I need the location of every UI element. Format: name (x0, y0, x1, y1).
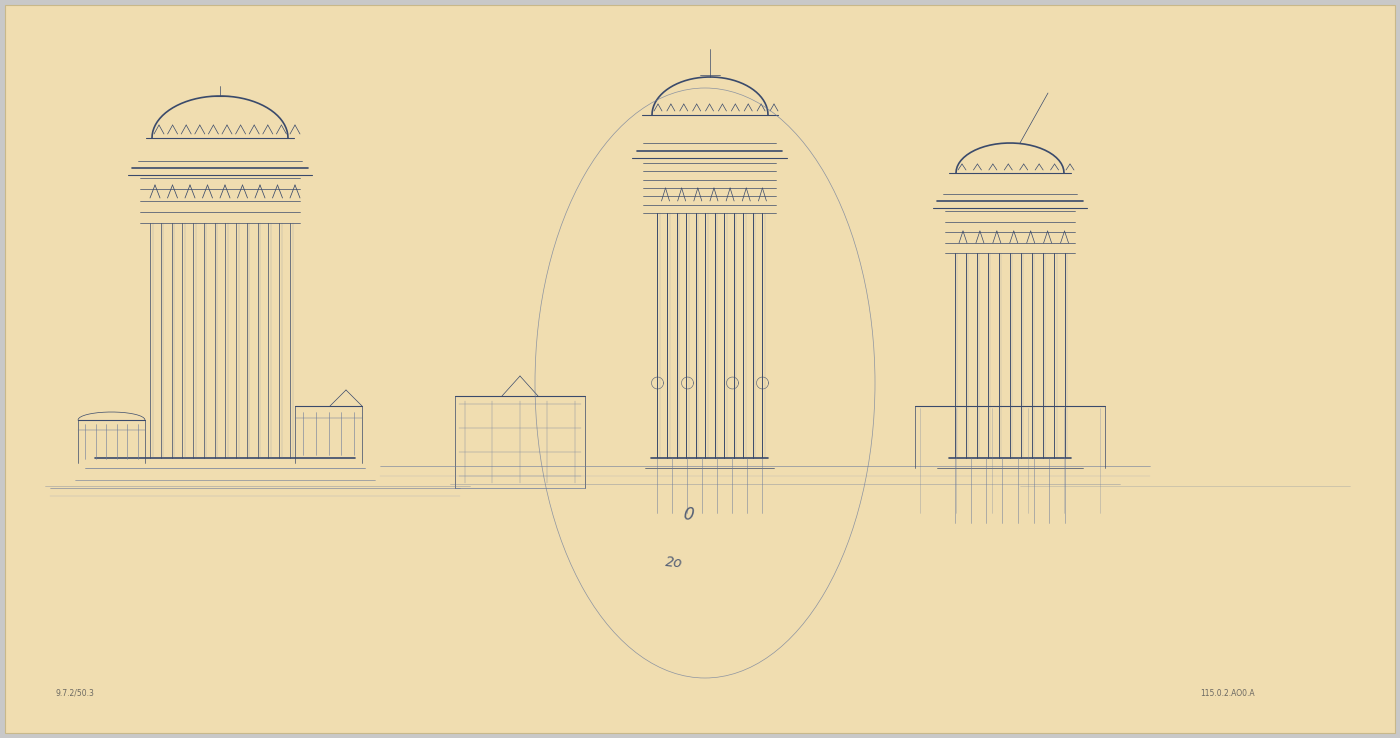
Text: 115.0.2.AO0.A: 115.0.2.AO0.A (1200, 689, 1254, 698)
Text: 9.7.2/50.3: 9.7.2/50.3 (55, 689, 94, 698)
Text: 0: 0 (682, 505, 694, 524)
FancyBboxPatch shape (6, 5, 1394, 733)
Text: 2o: 2o (665, 556, 683, 571)
